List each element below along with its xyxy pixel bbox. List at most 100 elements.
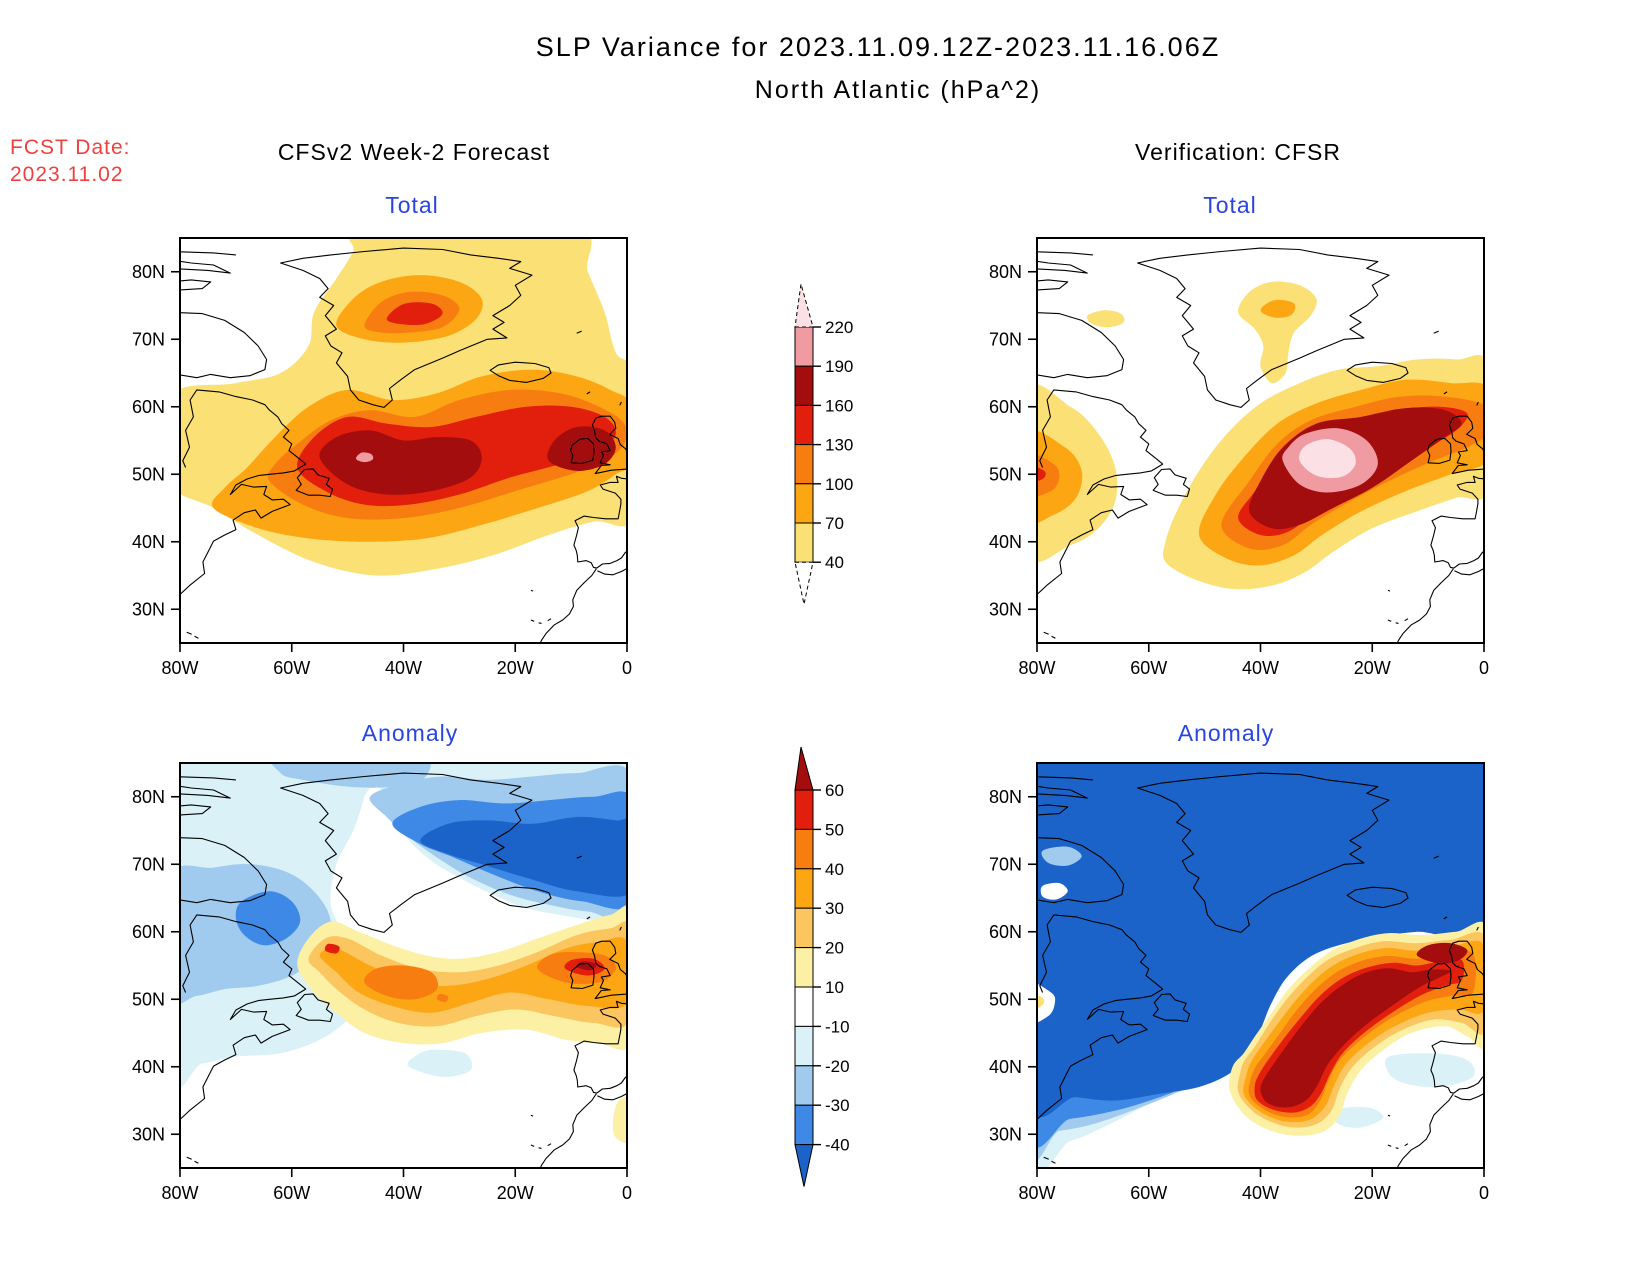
coastline [180,279,212,291]
coastline [180,251,236,256]
colorbar-total: 220 190 160 130 100 70 40 [794,283,853,605]
coastline [1427,437,1452,464]
lon-tick-label: 0 [622,658,632,678]
lon-tick-label: 40W [1242,658,1279,678]
coastline [538,1147,542,1149]
coastline [180,804,212,816]
coastline [1037,785,1088,799]
contour-fill-yellow [1238,281,1317,384]
coastline [530,589,534,592]
contour-fill-palePink [1299,439,1356,479]
contour-fill-paleCyan [1331,1106,1384,1128]
coastline [619,401,622,406]
colorbar-tick-label: -30 [825,1096,850,1115]
lat-tick-label: 80N [132,262,165,282]
coastline [570,962,595,990]
colorbar-cell [794,326,814,367]
lat-tick-label: 50N [989,989,1022,1009]
coastline [180,837,268,904]
colorbar-over-arrow [794,283,814,328]
column-header-forecast: CFSv2 Week-2 Forecast [277,139,551,165]
colorbar-under-arrow [794,561,814,605]
coastline [597,1092,627,1101]
colorbar-tick-label: -20 [825,1057,850,1076]
coastline [1037,279,1069,291]
coastline [1476,926,1479,931]
coastline [489,886,552,909]
colorbar-cell [794,1065,814,1106]
panel-title-verification-anomaly: Anomaly [1177,720,1275,746]
contour-fill-orangeRed [436,993,449,1003]
colorbar-cell [794,1025,814,1067]
lat-tick-label: 60N [132,397,165,417]
contour-fill-paleCyan [1384,1053,1475,1088]
fcst-date-label: FCST Date: [10,136,131,159]
contour-fill-orange [1037,430,1083,524]
colorbar-cell [794,828,814,870]
contour-fill-orangeRed [364,965,439,1000]
colorbar-tick-label: 10 [825,978,844,997]
coastline [547,1143,552,1147]
coastline [280,772,533,933]
lat-tick-label: 60N [989,922,1022,942]
coastline [1433,330,1439,334]
coastline [1476,401,1479,406]
lon-tick-label: 20W [1354,658,1391,678]
lon-tick-label: 0 [1479,658,1489,678]
coastline [180,914,307,1121]
coastline [619,926,622,931]
coastline [1037,389,1164,596]
lat-tick-label: 50N [989,464,1022,484]
coastline [1037,312,1125,379]
colorbar-cell [794,522,814,563]
figure-title: SLP Variance for 2023.11.09.12Z-2023.11.… [535,32,1221,62]
coastline [1430,475,1484,569]
coastline [1443,916,1448,920]
lat-tick-label: 60N [989,397,1022,417]
coastline [186,631,192,635]
colorbar-tick-label: 130 [825,436,853,455]
coastline [1395,622,1399,624]
coastline [1387,619,1392,622]
coastline [530,1114,534,1117]
coastline [1430,1000,1484,1094]
lat-tick-label: 80N [989,262,1022,282]
coastline [1346,361,1409,383]
contour-fill-paleCyan [407,1049,473,1077]
colorbar-tick-label: 60 [825,781,844,800]
coastline [1152,993,1191,1023]
lat-tick-label: 70N [132,854,165,874]
coastline [1395,1147,1399,1149]
lat-tick-label: 30N [989,599,1022,619]
coastline [539,1093,597,1168]
coastline [1043,1156,1049,1160]
coastline [1137,772,1390,933]
lon-tick-label: 0 [622,1183,632,1203]
lat-tick-label: 70N [989,854,1022,874]
coastline [539,568,597,643]
lon-tick-label: 40W [385,658,422,678]
coastline [186,1156,192,1160]
coastline [576,855,582,859]
lat-tick-label: 80N [132,787,165,807]
coastline [1152,468,1191,498]
coastline [194,635,199,639]
coastline [1387,1144,1392,1147]
coastline [180,776,236,781]
coastline [1448,415,1484,475]
coastline [295,993,334,1023]
contour-fill-white [1040,882,1068,900]
contour-fill-darkRed [1416,942,1468,964]
contour-fill-red [324,943,340,954]
coastline [1043,631,1049,635]
coastline [1037,260,1088,274]
map-panel-forecast-anomaly [180,763,627,1168]
coastline [573,475,627,569]
lat-tick-label: 70N [989,329,1022,349]
colorbar-tick-label: 220 [825,318,853,337]
colorbar-tick-label: 100 [825,475,853,494]
contour-fill-darkRed [319,430,482,495]
lon-tick-label: 20W [497,1183,534,1203]
coastline [1396,568,1454,643]
lon-tick-label: 80W [1018,1183,1055,1203]
